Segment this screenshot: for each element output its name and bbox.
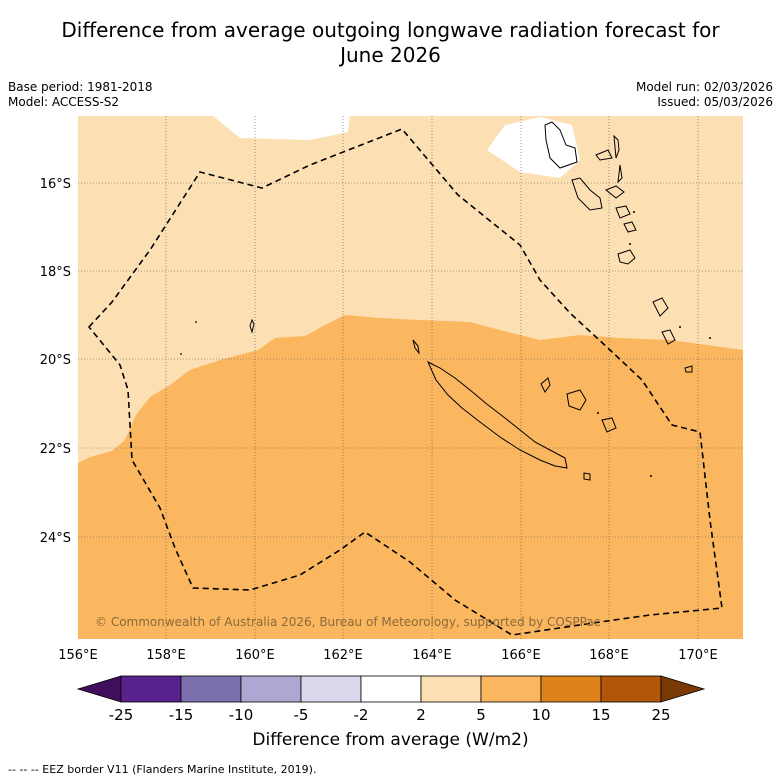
colorbar-segment [240, 675, 302, 703]
colorbar-tick-label: 15 [591, 706, 610, 724]
efate [623, 221, 637, 233]
copyright-text: © Commonwealth of Australia 2026, Bureau… [95, 615, 600, 629]
gridlines [78, 116, 743, 639]
malakula [571, 177, 603, 211]
colorbar-segment [300, 675, 362, 703]
chesterfield-reef [249, 318, 255, 334]
colorbar-tick-label: -2 [354, 706, 369, 724]
lat-label: 20°S [40, 353, 71, 368]
lat-label: 22°S [40, 442, 71, 457]
matthew-island [684, 365, 693, 373]
small-islets [180, 211, 711, 477]
tanna [652, 297, 669, 317]
colorbar-tick-label: -25 [109, 706, 134, 724]
title-line-2: June 2026 [340, 43, 441, 67]
colorbar-segment [540, 675, 602, 703]
latitude-labels: 16°S 18°S 20°S 22°S 24°S [40, 177, 71, 546]
colorbar-tick-label: 10 [531, 706, 550, 724]
colorbar-segment [180, 675, 242, 703]
colorbar-segment [120, 675, 182, 703]
model-name: Model: ACCESS-S2 [8, 95, 120, 109]
anomaly-white-region-northeast [487, 117, 580, 178]
colorbar-segment [360, 675, 422, 703]
eez-legend-footer: -- -- -- EEZ border V11 (Flanders Marine… [8, 763, 317, 776]
lon-label: 156°E [58, 648, 98, 663]
colorbar-segment [600, 675, 662, 703]
coastlines [249, 121, 693, 481]
lon-label: 166°E [501, 648, 541, 663]
lon-label: 162°E [323, 648, 363, 663]
colorbar-segment [480, 675, 542, 703]
lon-label: 168°E [589, 648, 629, 663]
colorbar-extend-low [76, 675, 122, 703]
map-area: © Commonwealth of Australia 2026, Bureau… [78, 116, 743, 639]
colorbar-extend-high [660, 675, 706, 703]
colorbar-tick-label: 25 [651, 706, 670, 724]
colorbar-tick-label: 2 [416, 706, 426, 724]
mare-island [601, 417, 617, 433]
model-run: Model run: 02/03/2026 [635, 80, 773, 94]
colorbar-segment [420, 675, 482, 703]
new-caledonia-coast [426, 360, 568, 469]
lon-label: 158°E [146, 648, 186, 663]
banks-islands [595, 149, 613, 161]
lon-label: 164°E [412, 648, 452, 663]
isle-of-pines [583, 472, 591, 481]
anomaly-orange-region [78, 315, 743, 639]
colorbar-tick-label: -5 [294, 706, 309, 724]
lon-label: 170°E [678, 648, 718, 663]
base-period: Base period: 1981-2018 [8, 80, 153, 94]
eez-border [87, 128, 723, 636]
espiritu-santo [544, 121, 578, 169]
erromango [617, 249, 636, 265]
ouvea-island [540, 377, 551, 393]
lifou-island [566, 389, 587, 411]
anomaly-white-region-north [213, 116, 350, 140]
belep-island [412, 339, 420, 355]
title-line-1: Difference from average outgoing longwav… [61, 18, 720, 42]
epi-island [615, 205, 631, 219]
longitude-labels: 156°E 158°E 160°E 162°E 164°E 166°E 168°… [58, 648, 718, 663]
lat-label: 24°S [40, 531, 71, 546]
lat-label: 16°S [40, 177, 71, 192]
colorbar-tick-label: -15 [169, 706, 194, 724]
issued-date: Issued: 05/03/2026 [657, 95, 773, 109]
aneityum [661, 329, 676, 345]
lon-label: 160°E [235, 648, 275, 663]
map-title: Difference from average outgoing longwav… [0, 18, 781, 68]
ambrym [605, 185, 625, 199]
colorbar: -25 -15 -10 -5 -2 2 5 10 15 25 [76, 675, 706, 724]
meta-left: Base period: 1981-2018 Model: ACCESS-S2 [8, 80, 153, 110]
colorbar-tick-label: 5 [476, 706, 486, 724]
meta-right: Model run: 02/03/2026 Issued: 05/03/2026 [636, 80, 773, 110]
colorbar-tick-label: -10 [229, 706, 254, 724]
lat-label: 18°S [40, 265, 71, 280]
colorbar-title: Difference from average (W/m2) [252, 730, 529, 750]
maewo-pentecost [613, 134, 623, 184]
